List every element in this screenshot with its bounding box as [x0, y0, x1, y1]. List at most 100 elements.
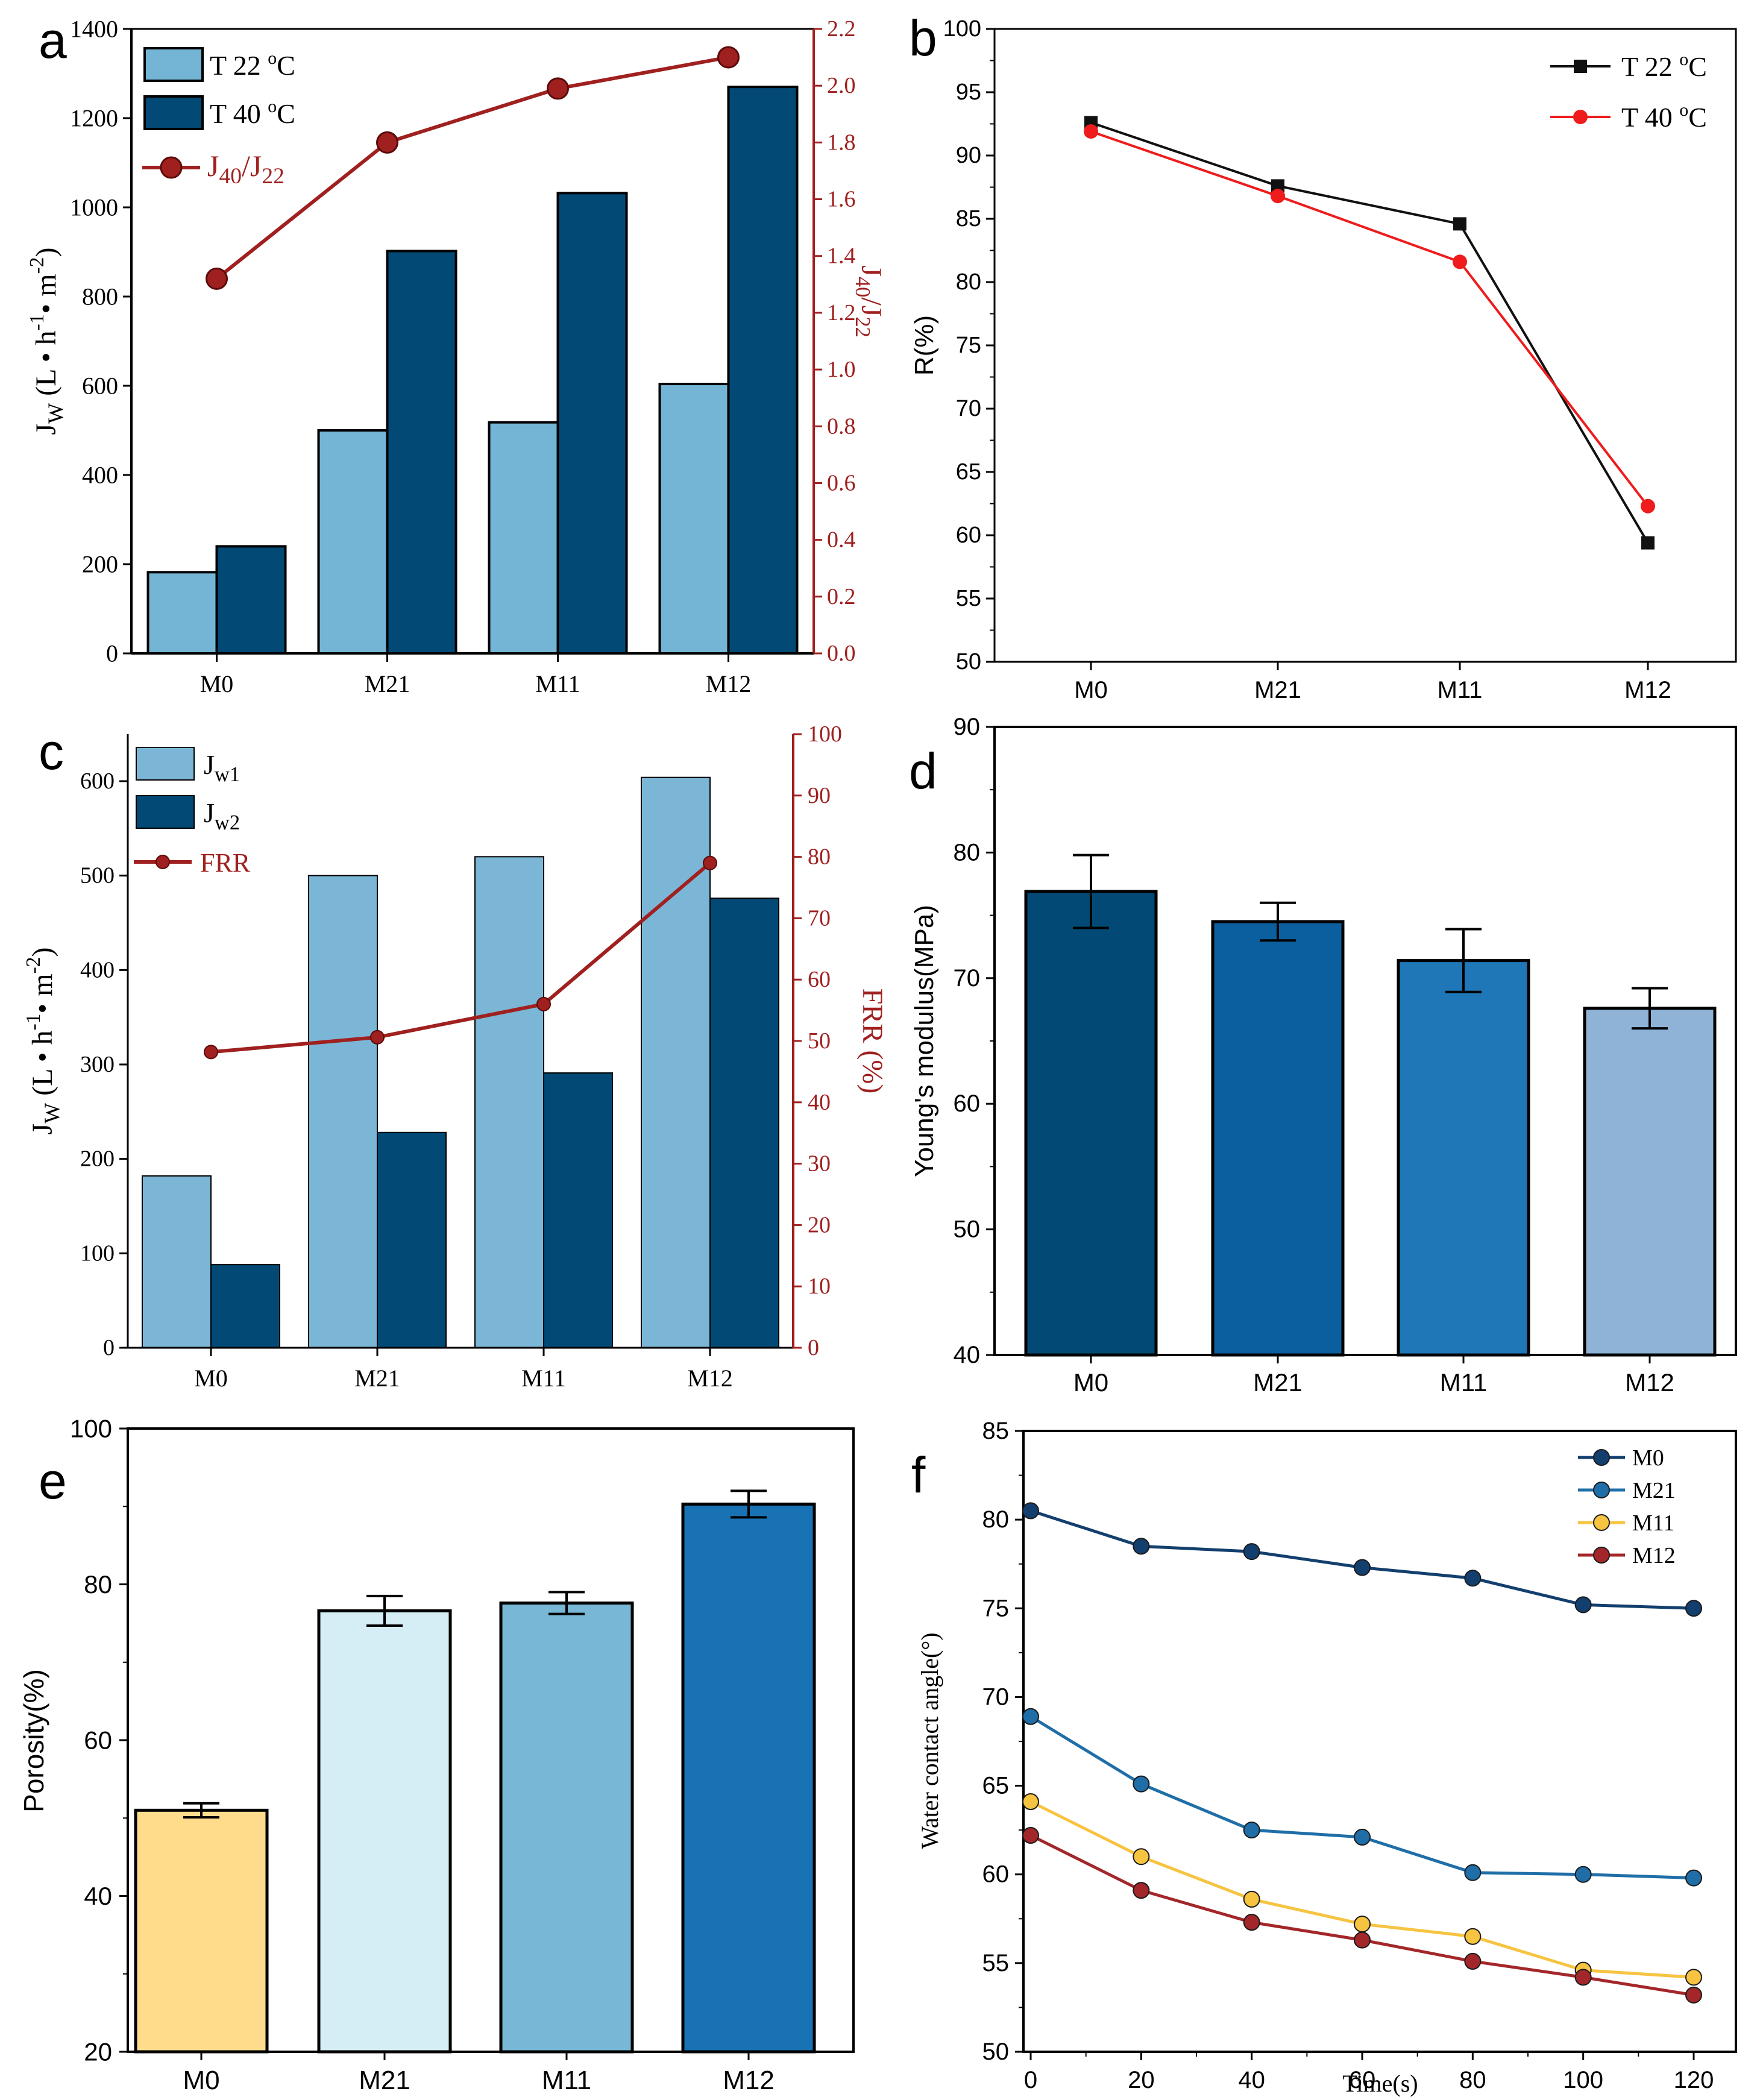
a-ylabel-part-4: • m: [30, 274, 62, 313]
marker-f-3-1: [1133, 1882, 1150, 1899]
left-tick-label: 600: [80, 769, 115, 794]
left-tick-label: 100: [943, 16, 981, 42]
ratio-marker-3: [717, 46, 740, 69]
panel-e: 20 40 60 80 100 M0 M21 M11 M12 Porosity(%) e: [18, 1415, 855, 2095]
legend-marker-2: [1593, 1514, 1610, 1531]
line-b-1: [1090, 130, 1649, 507]
left-tick-label: 80: [954, 839, 981, 866]
x-tick-label: M21: [354, 1365, 400, 1392]
marker-f-0-1: [1133, 1538, 1150, 1555]
panel-label: d: [909, 743, 937, 799]
a-y2label-part-1: 40: [851, 277, 874, 298]
legend-marker-1: [1593, 1482, 1610, 1498]
left-tick-label: 200: [82, 551, 118, 578]
x-tick-label: M0: [1073, 1368, 1108, 1397]
right-tick-label: 30: [808, 1151, 831, 1177]
bar-c-0-0: [142, 1175, 212, 1349]
a-y2label-part-3: 22: [851, 316, 874, 338]
marker-f-3-3: [1354, 1931, 1371, 1949]
bar-e-2: [499, 1602, 634, 2054]
legend-swatch-1: [136, 795, 195, 829]
legend-swatch-1: [143, 95, 204, 130]
marker-f-1-6: [1685, 1869, 1702, 1887]
left-tick-label: 60: [956, 523, 981, 548]
panel-label: e: [39, 1453, 67, 1509]
c-ylabel-part-4: • m: [27, 973, 58, 1013]
right-tick-label: 80: [808, 844, 831, 870]
marker-b-0-1: [1271, 179, 1284, 193]
panel-a: M0 M21 M11 M12 0 200 400 600 800 1000 1200 1400 0.0 0…: [26, 12, 887, 697]
a-ylabel: JW (L • h-1• m-2): [26, 247, 68, 435]
legend-label-3: M12: [1632, 1543, 1676, 1568]
c-ylabel-part-1: W: [40, 1103, 64, 1124]
b-ylabel: R(%): [910, 315, 939, 376]
marker-f-0-3: [1354, 1559, 1371, 1576]
c-ylabel-part-2: (L • h: [27, 1031, 58, 1103]
a-y2label: J40/J22: [851, 265, 887, 338]
x-tick-label: M12: [706, 670, 752, 697]
x-tick-label: M21: [1253, 1368, 1303, 1397]
marker-f-1-0: [1022, 1708, 1039, 1725]
left-tick-label: 50: [954, 1216, 981, 1243]
marker-f-1-4: [1464, 1864, 1482, 1881]
legend-ratio-label: J40/J22: [207, 149, 284, 189]
left-tick-label: 800: [82, 283, 118, 310]
right-tick-label: 0.6: [827, 470, 856, 495]
left-tick-label: 80: [956, 269, 981, 295]
bar-e-1: [317, 1609, 452, 2054]
x-tick-label: M12: [723, 2066, 775, 2095]
bar-e-3: [681, 1502, 816, 2054]
legend-label-1-part-2: C: [1688, 102, 1707, 133]
legend-label-0-part-2: C: [1688, 51, 1707, 82]
bar-d-3: [1583, 1007, 1717, 1357]
left-tick-label: 20: [84, 2038, 112, 2066]
panel-label: b: [909, 10, 937, 66]
x-tick-label: M12: [1625, 1368, 1674, 1397]
left-tick-label: 60: [954, 1090, 981, 1117]
legend-ratio-label-part-0: J: [207, 149, 219, 183]
bar-a-1-0: [215, 545, 287, 655]
legend-label-1-part-1: o: [1679, 100, 1688, 120]
bar-a-1-2: [556, 192, 628, 655]
c-y2label: FRR (%): [856, 989, 888, 1094]
line-f-1: [1029, 1715, 1694, 1880]
panel-label: a: [39, 12, 67, 69]
x-tick-label: M21: [365, 670, 410, 697]
left-tick-label: 70: [954, 965, 981, 992]
right-tick-label: 1.6: [827, 187, 856, 212]
legend-label-1-part-1: o: [268, 96, 277, 116]
f-xlabel: Time(s): [1342, 2070, 1418, 2097]
c-ylabel-part-3: -1: [22, 1014, 45, 1031]
x-tick-label: 60: [1349, 2067, 1376, 2093]
ratio-marker-0: [206, 267, 228, 290]
bar-d-0: [1024, 890, 1158, 1357]
marker-f-1-2: [1243, 1822, 1260, 1839]
legend-label-2: M11: [1632, 1511, 1674, 1536]
bar-a-0-2: [488, 421, 559, 655]
left-tick-label: 90: [956, 143, 981, 168]
a-y2label-part-2: /J: [855, 297, 887, 316]
marker-f-2-6: [1685, 1969, 1702, 1986]
left-tick-label: 500: [80, 863, 115, 888]
left-tick-label: 60: [84, 1726, 112, 1755]
a-ylabel-part-3: -1: [26, 314, 48, 331]
legend-label-1-part-0: J: [204, 797, 215, 828]
legend-label-0-part-2: C: [277, 50, 295, 81]
legend-label-1-part-0: T 40: [210, 98, 268, 129]
x-tick-label: M0: [1074, 677, 1108, 703]
x-tick-label: M11: [521, 1365, 566, 1392]
bar-c-1-0: [210, 1264, 280, 1348]
x-tick-label: 120: [1674, 2067, 1714, 2093]
left-tick-label: 100: [70, 1415, 112, 1443]
a-y2label-part-0: J: [855, 265, 887, 277]
right-tick-label: 1.4: [827, 244, 856, 269]
legend-marker-0: [1574, 60, 1587, 73]
right-tick-label: 70: [808, 905, 831, 931]
bar-e-0: [134, 1808, 269, 2054]
frr-marker-0: [204, 1045, 218, 1060]
panel-d: 40 50 60 70 80 90 M0 M21 M11 M12 Young's modulus(M…: [909, 714, 1737, 1397]
left-tick-label: 200: [80, 1146, 115, 1172]
left-tick-label: 400: [80, 957, 115, 982]
right-tick-label: 0.4: [827, 527, 856, 553]
a-ylabel-part-2: (L • h: [30, 331, 62, 403]
